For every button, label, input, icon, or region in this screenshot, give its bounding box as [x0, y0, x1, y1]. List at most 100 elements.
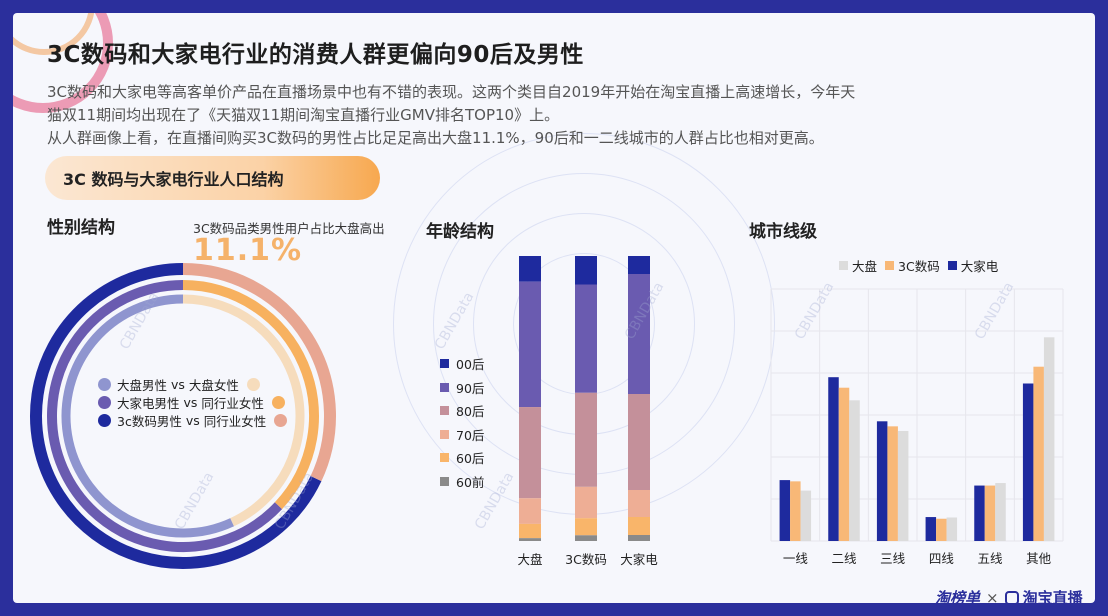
callout-value: 11.1% [193, 233, 303, 268]
legend-label: 60前 [456, 474, 485, 490]
city-bar [1033, 366, 1044, 541]
city-bar [838, 387, 850, 541]
corner-decoration [13, 13, 113, 113]
age-legend-item: 90后 [440, 376, 484, 400]
age-bar-segment [575, 535, 597, 541]
age-bar-segment [519, 498, 541, 524]
legend-swatch [440, 382, 449, 392]
taobao-live-label: 淘宝直播 [1022, 589, 1083, 603]
description-line-2: 猫双11期间均出现在了《天猫双11期间淘宝直播行业GMV排名TOP10》上。 [47, 106, 560, 124]
city-bar [946, 517, 958, 541]
age-legend-item: 60后 [440, 446, 484, 470]
city-category-label: 其他 [1026, 551, 1052, 566]
donut-male-arc [47, 280, 283, 552]
city-category-label: 三线 [880, 551, 906, 566]
city-bar [779, 480, 791, 541]
city-bar-chart: 一线 二线 三线 四线 五线 其他 [770, 288, 1064, 566]
age-bar-segment [519, 281, 541, 408]
age-bar-segment [628, 274, 650, 394]
city-legend-item: 大盘 [839, 256, 877, 275]
legend-swatch [271, 395, 285, 409]
city-bar [897, 430, 909, 541]
gender-legend-row: 大家电男性 vs 同行业女性 [98, 393, 287, 411]
gender-legend-row: 3c数码男性 vs 同行业女性 [98, 411, 288, 429]
city-bar [1043, 337, 1055, 541]
age-heading: 年龄结构 [426, 222, 494, 242]
donut-female-arc [182, 294, 305, 527]
section-banner: 3C 数码与大家电行业人口结构 [45, 156, 380, 200]
legend-swatch [98, 377, 111, 391]
age-bar-segment [575, 518, 597, 536]
section-label: 3C 数码与大家电行业人口结构 [63, 170, 284, 189]
age-stacked-bar-chart: 大盘 3C数码 大家电 [517, 256, 658, 567]
age-bar-segment [519, 256, 541, 282]
city-bar [936, 518, 947, 541]
city-heading: 城市线级 [749, 222, 817, 242]
gender-legend: 大盘男性 vs 大盘女性 大家电男性 vs 同行业女性 3c数码男性 vs 同行… [98, 375, 288, 429]
legend-swatch [440, 406, 449, 416]
age-bar-segment [575, 256, 597, 285]
live-icon [1004, 590, 1019, 603]
age-bar-segment [628, 517, 650, 535]
gender-legend-row: 大盘男性 vs 大盘女性 [98, 375, 287, 393]
age-legend-item: 70后 [440, 423, 484, 447]
donut-male-arc [61, 294, 235, 538]
age-legend-item: 60前 [440, 470, 484, 494]
city-bar [995, 483, 1006, 541]
legend-label-left: 3c数码男性 [117, 413, 182, 429]
legend-swatch [440, 359, 449, 369]
legend-label-right: 同行业女性 [203, 413, 267, 429]
description-line-1: 3C数码和大家电等高客单价产品在直播场景中也有不错的表现。这两个类目自2019年… [47, 83, 856, 101]
donut-female-arc [182, 263, 336, 482]
legend-swatch [246, 377, 260, 391]
age-bar-segment [519, 538, 541, 541]
legend-label: 70后 [456, 427, 485, 443]
age-category-label: 3C数码 [565, 552, 607, 567]
content-card: 3C数码和大家电行业的消费人群更偏向90后及男性 3C数码和大家电等高客单价产品… [13, 13, 1095, 603]
legend-label: 90后 [456, 380, 485, 396]
age-bar-segment [519, 407, 541, 499]
legend-label: 3C数码 [898, 259, 940, 274]
legend-swatch [98, 413, 111, 427]
donut-male-arc [30, 263, 322, 569]
logo-separator: × [986, 588, 999, 604]
city-bar [925, 517, 937, 541]
legend-vs: vs [183, 394, 198, 410]
legend-vs: vs [171, 376, 185, 392]
legend-label-left: 大家电男性 [117, 395, 180, 411]
age-bar-segment [628, 490, 650, 517]
footer-logos: 淘榜单 × 淘宝直播 [935, 587, 1083, 603]
city-category-label: 一线 [783, 551, 809, 566]
page-title: 3C数码和大家电行业的消费人群更偏向90后及男性 [47, 42, 584, 68]
age-legend-item: 00后 [440, 352, 484, 376]
city-bar [828, 377, 839, 541]
age-legend: 00后 90后 80后 70后 60后 60前 [440, 352, 484, 493]
age-bar-segment [628, 256, 650, 274]
city-legend-item: 3C数码 [885, 256, 940, 275]
city-bar [984, 485, 996, 541]
legend-label-right: 大盘女性 [188, 377, 239, 393]
legend-swatch [274, 413, 288, 427]
legend-swatch [440, 429, 449, 439]
legend-label-right: 同行业女性 [201, 395, 264, 411]
city-bar [800, 490, 812, 541]
legend-swatch [839, 261, 848, 270]
legend-vs: vs [185, 412, 200, 428]
legend-swatch [885, 261, 895, 270]
legend-label: 80后 [456, 404, 485, 420]
city-bar [790, 481, 801, 541]
city-bar [974, 485, 985, 541]
gender-heading: 性别结构 [47, 218, 115, 238]
age-category-label: 大家电 [620, 552, 658, 567]
legend-label: 大盘 [852, 259, 878, 274]
city-category-label: 四线 [929, 551, 955, 566]
city-bar [876, 421, 888, 541]
age-legend-item: 80后 [440, 399, 484, 423]
taobao-live-logo: 淘宝直播 [1004, 587, 1083, 603]
age-bar-segment [575, 486, 597, 519]
city-category-label: 五线 [977, 551, 1003, 566]
legend-swatch [947, 261, 957, 270]
gender-donut-chart [30, 263, 336, 569]
legend-swatch [98, 395, 111, 409]
